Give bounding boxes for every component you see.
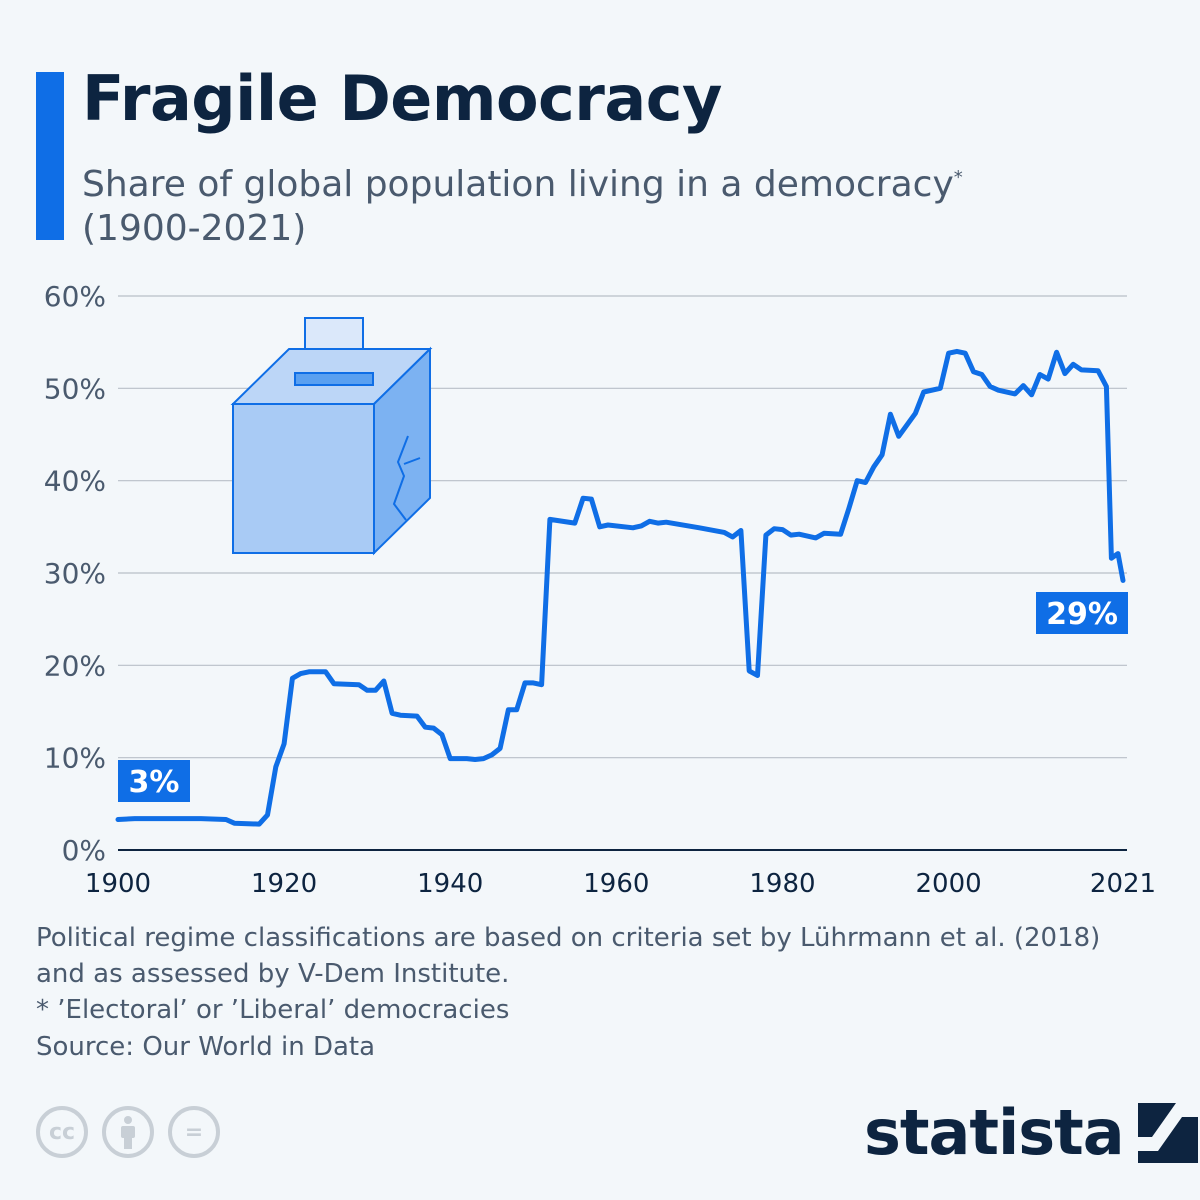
annotation-box (1036, 592, 1128, 634)
x-tick-label: 1920 (251, 869, 317, 899)
y-tick-label: 60% (44, 280, 106, 313)
subtitle-footnote-mark: * (953, 167, 963, 188)
y-tick-label: 20% (44, 649, 106, 682)
annotation-box (118, 760, 190, 802)
annotation-label: 3% (129, 765, 180, 800)
line-chart: 0% 10% 20% 30% 40% 50% 60% 1900 1920 1940 1960 1980… (44, 280, 1156, 899)
x-tick-label: 1900 (85, 869, 151, 899)
y-tick-label: 30% (44, 557, 106, 590)
cc-icon[interactable]: cc (36, 1106, 88, 1158)
page-title: Fragile Democracy (82, 62, 722, 135)
note-line: Political regime classifications are bas… (36, 923, 1101, 953)
statista-logo-icon (1137, 1102, 1198, 1163)
ballot-box-icon (230, 317, 433, 556)
note-line: and as assessed by V-Dem Institute. (36, 959, 510, 989)
subtitle: Share of global population living in a d… (82, 156, 963, 251)
no-derivatives-icon[interactable]: = (168, 1106, 220, 1158)
logo-text: statista (864, 1096, 1125, 1169)
x-tick-label: 2021 (1090, 869, 1156, 899)
x-tick-label: 2000 (915, 869, 981, 899)
y-tick-label: 0% (62, 834, 106, 867)
subtitle-line2: (1900-2021) (82, 208, 307, 249)
y-tick-label: 50% (44, 372, 106, 405)
x-tick-label: 1940 (417, 869, 483, 899)
note-line: * ’Electoral’ or ’Liberal’ democracies (36, 995, 510, 1025)
x-tick-label: 1980 (749, 869, 815, 899)
license-icons: cc = (36, 1106, 220, 1158)
y-tick-label: 10% (44, 742, 106, 775)
subtitle-line1: Share of global population living in a d… (82, 164, 954, 205)
footnotes: Political regime classifications are bas… (36, 920, 1100, 1028)
source: Source: Our World in Data (36, 1032, 376, 1062)
accent-bar (36, 72, 64, 240)
y-tick-label: 40% (44, 465, 106, 498)
statista-logo[interactable]: statista (864, 1096, 1198, 1169)
x-tick-label: 1960 (583, 869, 649, 899)
attribution-icon[interactable] (102, 1106, 154, 1158)
annotation-label: 29% (1046, 597, 1118, 632)
series-line (115, 348, 1126, 827)
